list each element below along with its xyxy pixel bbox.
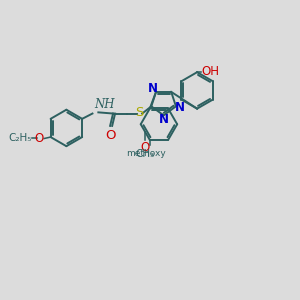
- Text: N: N: [148, 82, 158, 95]
- Text: N: N: [175, 101, 185, 114]
- Text: C₂H₅: C₂H₅: [8, 133, 32, 143]
- Text: methoxy: methoxy: [126, 149, 166, 158]
- Text: OH: OH: [202, 65, 220, 78]
- Text: O: O: [34, 132, 43, 145]
- Text: CH₃: CH₃: [136, 149, 155, 159]
- Text: NH: NH: [94, 98, 115, 111]
- Text: N: N: [159, 113, 169, 126]
- Text: O: O: [141, 141, 150, 154]
- Text: S: S: [135, 106, 144, 119]
- Text: O: O: [105, 129, 116, 142]
